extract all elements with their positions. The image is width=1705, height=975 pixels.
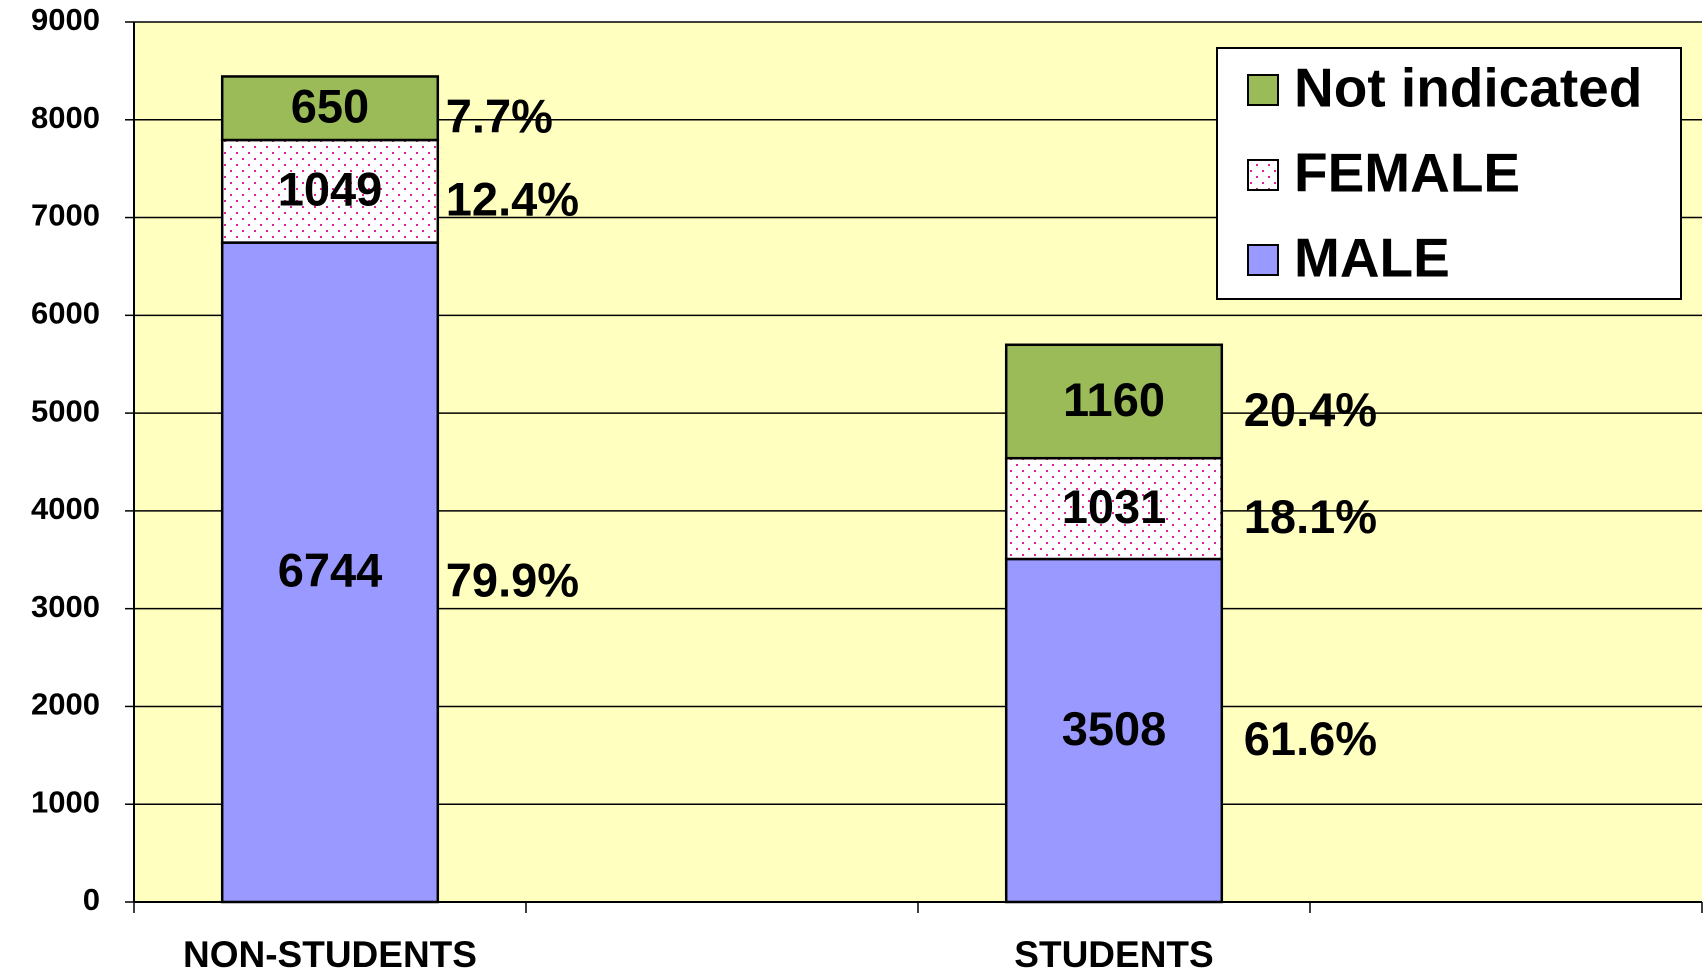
legend-label: FEMALE (1294, 142, 1520, 204)
share-label: 18.1% (1244, 490, 1377, 543)
y-tick-label: 0 (83, 882, 100, 917)
value-label: 6744 (278, 544, 383, 597)
x-tick-label: NON-STUDENTS (183, 934, 477, 975)
bar-segment (220, 75, 440, 142)
y-tick-label: 4000 (31, 491, 100, 526)
share-label: 12.4% (446, 173, 579, 226)
y-tick-label: 9000 (31, 2, 100, 37)
y-tick-label: 7000 (31, 198, 100, 233)
share-label: 61.6% (1244, 712, 1377, 765)
bar-segment (1004, 456, 1224, 561)
y-tick-label: 2000 (31, 687, 100, 722)
share-label: 79.9% (446, 554, 579, 607)
bar-segment (220, 241, 440, 904)
x-tick-label: STUDENTS (1014, 934, 1213, 975)
bar-segment (1004, 343, 1224, 460)
share-label: 7.7% (446, 90, 553, 143)
bar-segment (220, 138, 440, 244)
value-label: 3508 (1062, 702, 1167, 755)
y-tick-label: 8000 (31, 100, 100, 135)
value-label: 650 (291, 80, 369, 133)
legend-swatch (1247, 74, 1279, 106)
value-label: 1049 (278, 163, 383, 216)
value-label: 1031 (1062, 480, 1167, 533)
legend-label: Not indicated (1294, 57, 1642, 119)
legend-label: MALE (1294, 227, 1450, 289)
y-tick-label: 6000 (31, 296, 100, 331)
value-label: 1160 (1063, 373, 1165, 426)
legend-box (1216, 47, 1682, 300)
y-tick-label: 5000 (31, 393, 100, 428)
y-tick-label: 3000 (31, 589, 100, 624)
y-tick-label: 1000 (31, 784, 100, 819)
legend: Not indicated FEMALE MALE (1216, 47, 1682, 300)
share-label: 20.4% (1244, 383, 1377, 436)
legend-swatch (1247, 244, 1279, 276)
legend-swatch (1247, 159, 1279, 191)
